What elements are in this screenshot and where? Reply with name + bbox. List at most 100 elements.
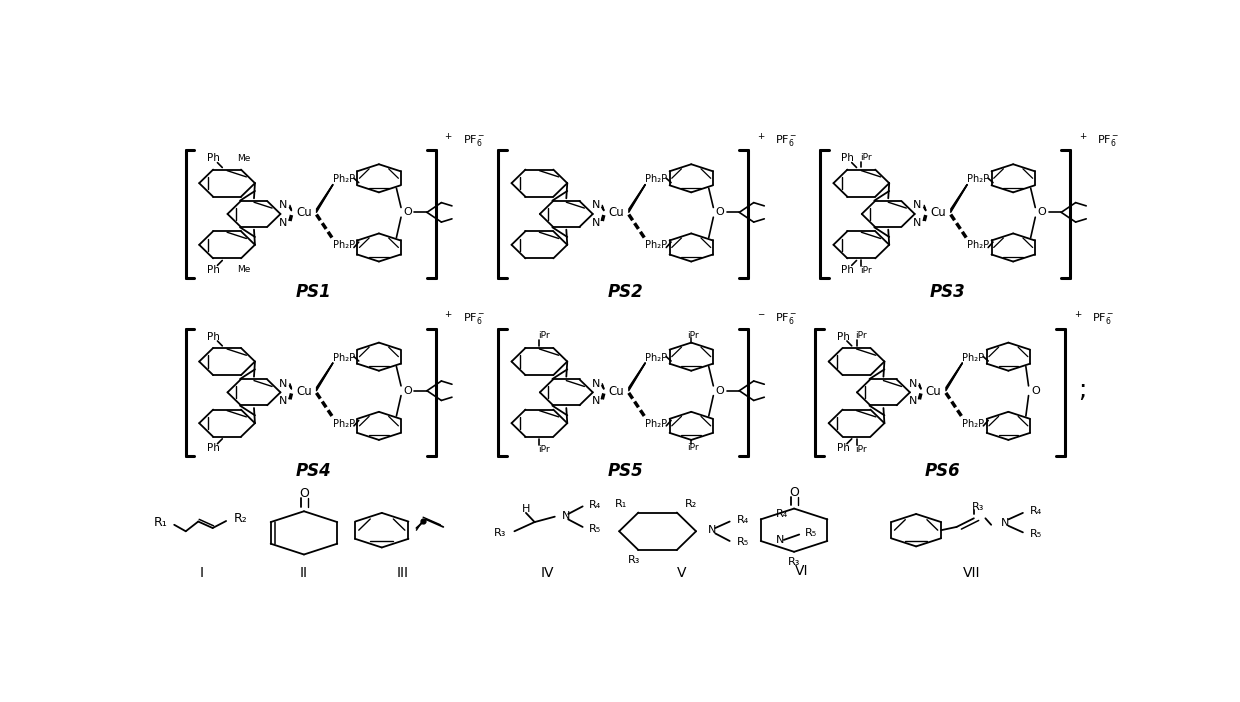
Text: N: N (279, 218, 288, 227)
Text: R₄: R₄ (589, 500, 600, 510)
Text: PF$_6^-$: PF$_6^-$ (1092, 312, 1115, 326)
Text: R₃: R₃ (627, 555, 640, 564)
Text: I: I (200, 567, 203, 581)
Text: iPr: iPr (687, 331, 699, 340)
Text: Ph: Ph (842, 265, 854, 274)
Text: iPr: iPr (856, 444, 867, 453)
Text: ;: ; (1078, 378, 1086, 402)
Text: V: V (677, 567, 687, 581)
Text: PS2: PS2 (608, 284, 644, 301)
Text: iPr: iPr (687, 443, 699, 452)
Text: N: N (591, 378, 600, 389)
Text: Cu: Cu (609, 385, 624, 398)
Text: O: O (715, 207, 724, 218)
Text: $^+$: $^+$ (444, 311, 454, 324)
Text: N: N (279, 378, 288, 389)
Text: $^-$: $^-$ (755, 311, 766, 324)
Text: Ph₂P: Ph₂P (645, 174, 667, 185)
Text: PS5: PS5 (608, 462, 644, 479)
Text: iPr: iPr (538, 444, 551, 453)
Text: O: O (715, 385, 724, 396)
Text: Ph₂P: Ph₂P (962, 418, 985, 429)
Text: $^+$: $^+$ (1078, 132, 1087, 145)
Text: N: N (562, 510, 570, 521)
Text: PS6: PS6 (925, 462, 961, 479)
Text: Me: Me (237, 265, 250, 274)
Text: N: N (279, 396, 288, 406)
Text: R₂: R₂ (234, 512, 248, 525)
Text: R₂: R₂ (684, 499, 697, 510)
Text: Ph₂P: Ph₂P (332, 240, 355, 251)
Text: PS4: PS4 (295, 462, 331, 479)
Text: N: N (708, 525, 715, 535)
Text: N: N (591, 200, 600, 211)
Text: Cu: Cu (296, 385, 311, 398)
Text: Cu: Cu (609, 206, 624, 220)
Text: Ph₂P: Ph₂P (962, 352, 985, 363)
Text: Ph₂P: Ph₂P (332, 352, 355, 363)
Text: Ph: Ph (207, 153, 219, 164)
Text: PF$_6^-$: PF$_6^-$ (1096, 133, 1120, 148)
Text: Ph: Ph (842, 153, 854, 164)
Text: PS3: PS3 (930, 284, 966, 301)
Text: O: O (299, 487, 309, 501)
Text: Ph₂P: Ph₂P (332, 418, 355, 429)
Text: O: O (789, 486, 799, 499)
Text: O: O (1038, 207, 1047, 218)
Text: N: N (591, 396, 600, 406)
Text: O: O (1030, 385, 1039, 396)
Text: Ph: Ph (207, 443, 219, 453)
Text: N: N (914, 218, 921, 227)
Text: II: II (300, 567, 308, 581)
Text: PF$_6^-$: PF$_6^-$ (775, 312, 797, 326)
Text: N: N (1001, 517, 1009, 528)
Text: Cu: Cu (930, 206, 946, 220)
Text: PF$_6^-$: PF$_6^-$ (775, 133, 797, 148)
Text: N: N (591, 218, 600, 227)
Text: Cu: Cu (296, 206, 311, 220)
Text: Ph₂P: Ph₂P (645, 418, 667, 429)
Text: N: N (909, 378, 916, 389)
Text: R₃: R₃ (495, 529, 507, 538)
Text: Ph₂P: Ph₂P (645, 352, 667, 363)
Text: $^+$: $^+$ (1073, 311, 1083, 324)
Text: Ph: Ph (837, 443, 849, 453)
Text: R₅: R₅ (589, 524, 601, 534)
Text: iPr: iPr (856, 331, 867, 340)
Text: R₅: R₅ (1029, 529, 1042, 539)
Text: Ph₂P: Ph₂P (332, 174, 355, 185)
Text: iPr: iPr (861, 153, 872, 161)
Text: R₃: R₃ (787, 557, 800, 567)
Text: Me: Me (237, 154, 250, 163)
Text: iPr: iPr (538, 331, 551, 340)
Text: Cu: Cu (925, 385, 941, 398)
Text: R₁: R₁ (615, 499, 627, 510)
Text: R₃: R₃ (971, 503, 983, 512)
Text: Ph₂P: Ph₂P (967, 240, 990, 251)
Text: PF$_6^-$: PF$_6^-$ (463, 133, 485, 148)
Text: N: N (776, 535, 785, 545)
Text: iPr: iPr (861, 266, 872, 275)
Text: N: N (909, 396, 916, 406)
Text: Ph₂P: Ph₂P (645, 240, 667, 251)
Text: VII: VII (963, 567, 981, 581)
Text: PS1: PS1 (295, 284, 331, 301)
Text: VI: VI (795, 564, 808, 578)
Text: $^+$: $^+$ (444, 132, 454, 145)
Text: PF$_6^-$: PF$_6^-$ (463, 312, 485, 326)
Text: Ph: Ph (207, 265, 219, 274)
Text: Ph₂P: Ph₂P (967, 174, 990, 185)
Text: R₄: R₄ (737, 515, 749, 526)
Text: IV: IV (541, 567, 554, 581)
Text: Ph: Ph (207, 331, 219, 342)
Text: R₄: R₄ (776, 509, 789, 519)
Text: N: N (279, 200, 288, 211)
Text: R₅: R₅ (737, 537, 749, 547)
Text: III: III (397, 567, 409, 581)
Text: H: H (522, 503, 531, 514)
Text: $^+$: $^+$ (755, 132, 766, 145)
Text: Ph: Ph (837, 331, 849, 342)
Text: N: N (914, 200, 921, 211)
Text: O: O (403, 385, 412, 396)
Text: R₅: R₅ (805, 529, 817, 538)
